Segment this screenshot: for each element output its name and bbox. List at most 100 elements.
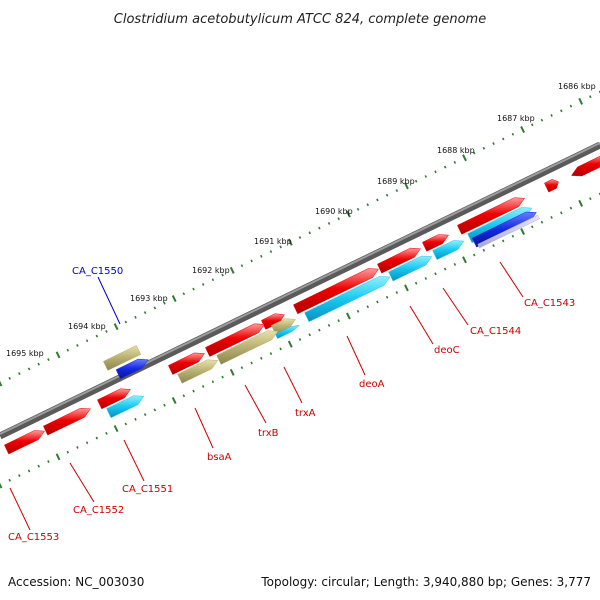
gene-arrow-ca-c1543-domain[interactable] [471,211,537,248]
inner-tick-minor [376,300,379,304]
inner-tick-minor [163,403,166,407]
gene-arrow-bsaa[interactable] [168,352,205,375]
outer-tick-major [171,295,177,303]
gene-label-ca-c1552[interactable]: CA_C1552 [73,505,124,516]
gene-label-trxb[interactable]: trxB [258,428,279,439]
gene-label-deoc[interactable]: deoC [434,345,460,356]
tick-label-1688: 1688 kbp [437,146,475,155]
gene-arrow-deoa[interactable] [293,268,379,315]
outer-tick-minor [501,137,505,141]
outer-tick-major [346,210,351,218]
inner-tick-major [346,312,351,320]
gene-label-deoa[interactable]: deoA [359,379,385,390]
inner-tick-major [404,284,409,292]
inner-tick-minor [511,234,515,238]
outer-tick-minor [279,245,282,249]
gene-label-trxa[interactable]: trxA [295,408,316,419]
outer-tick-major [462,154,467,162]
outer-tick-minor [569,104,573,108]
inner-tick-minor [182,394,186,398]
outer-tick-minor [240,264,244,268]
gene-label-ca-c1551[interactable]: CA_C1551 [122,484,173,495]
outer-tick-minor [153,306,157,310]
outer-tick-minor [66,348,70,352]
inner-tick-minor [434,272,437,276]
inner-tick-minor [308,333,311,337]
outer-tick-minor [453,160,457,164]
inner-tick-minor [492,244,495,248]
gene-arrow-ca-c1550-region[interactable] [103,345,142,371]
outer-tick-major [578,97,584,105]
inner-tick-major [171,397,177,405]
gene-arrow-ca-c1544-cds[interactable] [432,240,465,260]
gene-label-ca-c1553[interactable]: CA_C1553 [8,532,59,543]
inner-tick-minor [501,239,505,243]
outer-tick-minor [395,189,399,192]
inner-tick-minor [76,446,79,449]
inner-tick-major [462,256,467,264]
inner-tick-minor [8,478,11,482]
inner-tick-minor [318,328,321,332]
outer-tick-major [0,380,3,387]
tick-label-1690: 1690 kbp [315,207,353,216]
inner-tick-minor [37,464,40,468]
outer-tick-minor [37,362,40,366]
gene-arrow-deoa-cds[interactable] [304,276,391,323]
topology-text: Topology: circular; Length: 3,940,880 bp… [260,575,591,589]
outer-tick-minor [589,95,592,99]
inner-tick-minor [443,267,447,271]
gene-arrow-ca-c1553[interactable] [4,430,45,455]
gene-arrow-deoc[interactable] [377,247,421,274]
gene-arrow-trxb[interactable] [205,323,265,357]
leader-ca-c1550 [97,276,121,325]
outer-tick-minor [201,283,205,286]
gene-arrow-bsaa-region[interactable] [177,359,219,384]
gene-arrow-ca-c1550[interactable] [115,358,149,380]
inner-tick-minor [395,291,399,294]
gene-arrow-ca-c1551-cds[interactable] [106,395,145,419]
scale-tick-labels: 1686 kbp 1687 kbp 1688 kbp 1689 kbp 1690… [6,82,596,358]
outer-tick-minor [260,254,263,258]
inner-tick-major [578,199,584,207]
inner-tick-minor [85,441,89,445]
gene-arrow-ca-c1551[interactable] [97,388,131,410]
outer-tick-minor [318,226,321,230]
outer-tick-minor [95,334,99,338]
inner-tick-minor [201,385,205,388]
outer-tick-minor [530,123,534,127]
leader-ca-c1553 [9,487,31,531]
figure-title: Clostridium acetobutylicum ATCC 824, com… [114,12,486,27]
gene-label-ca-c1550[interactable]: CA_C1550 [72,266,123,277]
inner-tick-minor [192,389,195,393]
outer-tick-minor [192,287,195,291]
gene-arrow-trxa[interactable] [261,313,285,330]
gene-arrow-deoc-cds[interactable] [388,255,433,282]
tick-label-1693: 1693 kbp [130,294,168,303]
gene-label-ca-c1543[interactable]: CA_C1543 [524,298,575,309]
gene-arrow-ca-c1544[interactable] [422,234,449,252]
outer-tick-major [404,182,409,190]
inner-tick-minor [482,248,486,252]
outer-tick-minor [143,311,147,315]
tick-label-1692: 1692 kbp [192,266,230,275]
outer-tick-minor [134,315,137,319]
gene-arrow-ca-c1543[interactable] [457,197,525,235]
gene-arrow-ca-c1541[interactable] [544,179,559,193]
tick-label-1691: 1691 kbp [254,237,292,246]
gene-arrow-ca-c1543-region[interactable] [477,214,540,249]
gene-label-bsaa[interactable]: bsaA [207,452,232,463]
tick-label-1686: 1686 kbp [558,82,596,91]
leader-ca-c1552 [69,462,95,503]
outer-tick-minor [492,142,495,146]
inner-tick-minor [385,295,389,299]
gene-label-ca-c1544[interactable]: CA_C1544 [470,326,521,337]
inner-tick-major [229,368,235,376]
gene-arrow-ca-c1552[interactable] [43,407,91,436]
leader-trxb [244,384,267,424]
gene-arrow-trxb-region[interactable] [216,330,279,365]
gene-arrow-trxa-cds[interactable] [275,324,301,339]
outer-tick-minor [385,193,389,197]
outer-tick-minor [18,372,21,376]
outer-tick-minor [482,146,486,150]
